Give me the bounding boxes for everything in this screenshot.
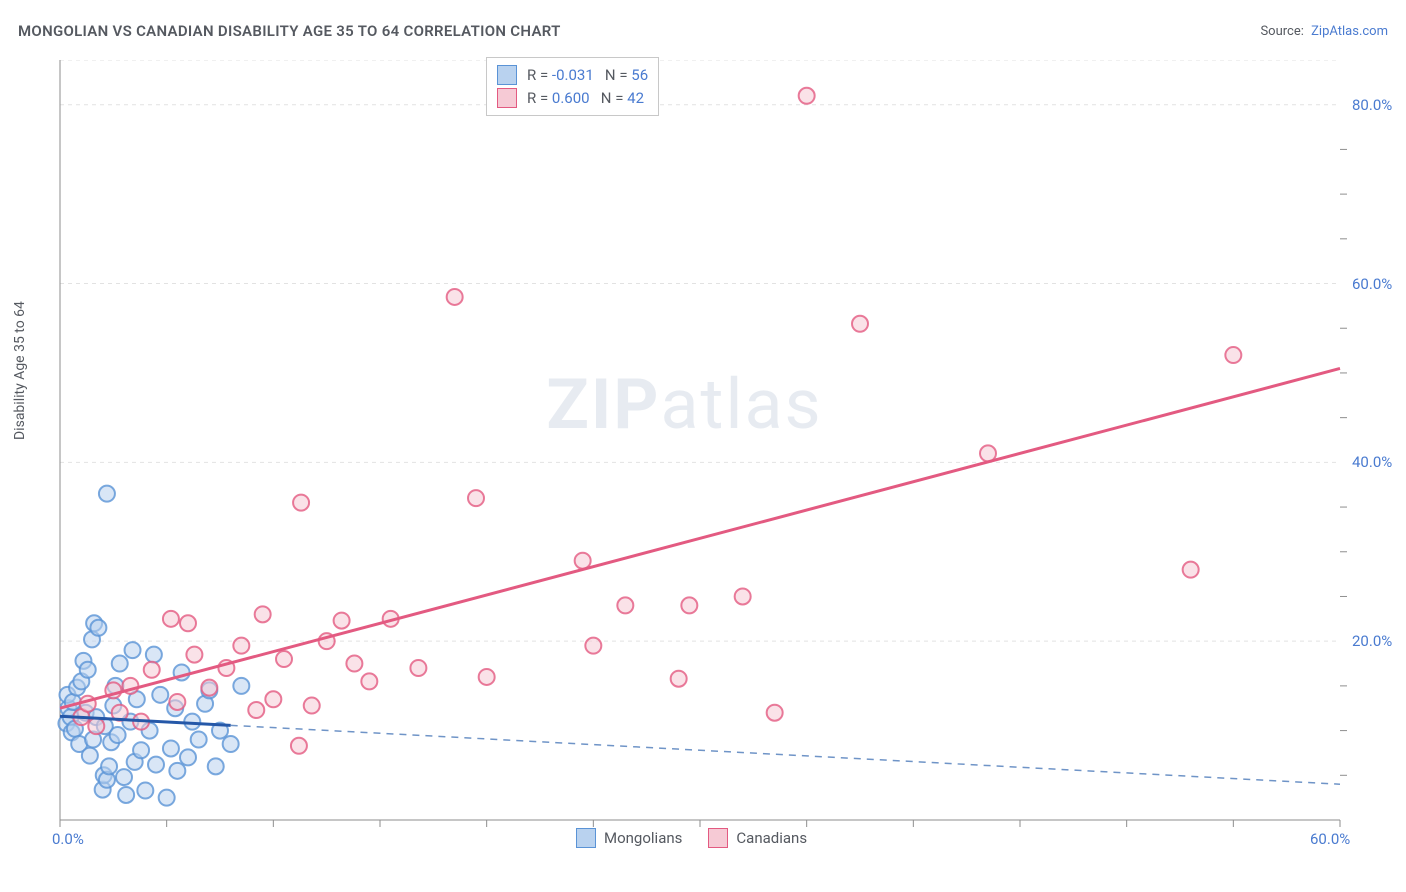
y-tick-label: 20.0% <box>1352 632 1392 650</box>
y-tick-label: 80.0% <box>1352 96 1392 114</box>
legend-label: Canadians <box>736 829 807 847</box>
legend-swatch <box>576 828 596 848</box>
x-tick-label: 60.0% <box>1310 830 1350 848</box>
chart-container: MONGOLIAN VS CANADIAN DISABILITY AGE 35 … <box>0 0 1406 892</box>
series-swatch <box>497 65 517 85</box>
y-axis-label: Disability Age 35 to 64 <box>12 301 28 440</box>
chart-title: MONGOLIAN VS CANADIAN DISABILITY AGE 35 … <box>18 22 561 40</box>
series-legend: Mongolians Canadians <box>576 828 807 848</box>
source-attribution: Source: ZipAtlas.com <box>1260 24 1388 39</box>
stats-row: R = -0.031 N = 56 <box>497 64 648 87</box>
y-tick-label: 40.0% <box>1352 453 1392 471</box>
stats-text: R = -0.031 N = 56 <box>527 64 648 87</box>
source-link[interactable]: ZipAtlas.com <box>1311 24 1388 39</box>
legend-swatch <box>708 828 728 848</box>
x-tick-label: 0.0% <box>52 830 84 848</box>
y-tick-label: 60.0% <box>1352 275 1392 293</box>
series-swatch <box>497 88 517 108</box>
legend-item[interactable]: Mongolians <box>576 828 682 848</box>
scatter-chart-svg <box>46 60 1390 850</box>
legend-item[interactable]: Canadians <box>708 828 807 848</box>
chart-area: ZIPatlas R = -0.031 N = 56R = 0.600 N = … <box>46 60 1386 850</box>
legend-label: Mongolians <box>604 829 682 847</box>
source-label: Source: <box>1260 24 1303 39</box>
stats-text: R = 0.600 N = 42 <box>527 87 644 110</box>
correlation-stats-box: R = -0.031 N = 56R = 0.600 N = 42 <box>486 57 659 116</box>
stats-row: R = 0.600 N = 42 <box>497 87 648 110</box>
